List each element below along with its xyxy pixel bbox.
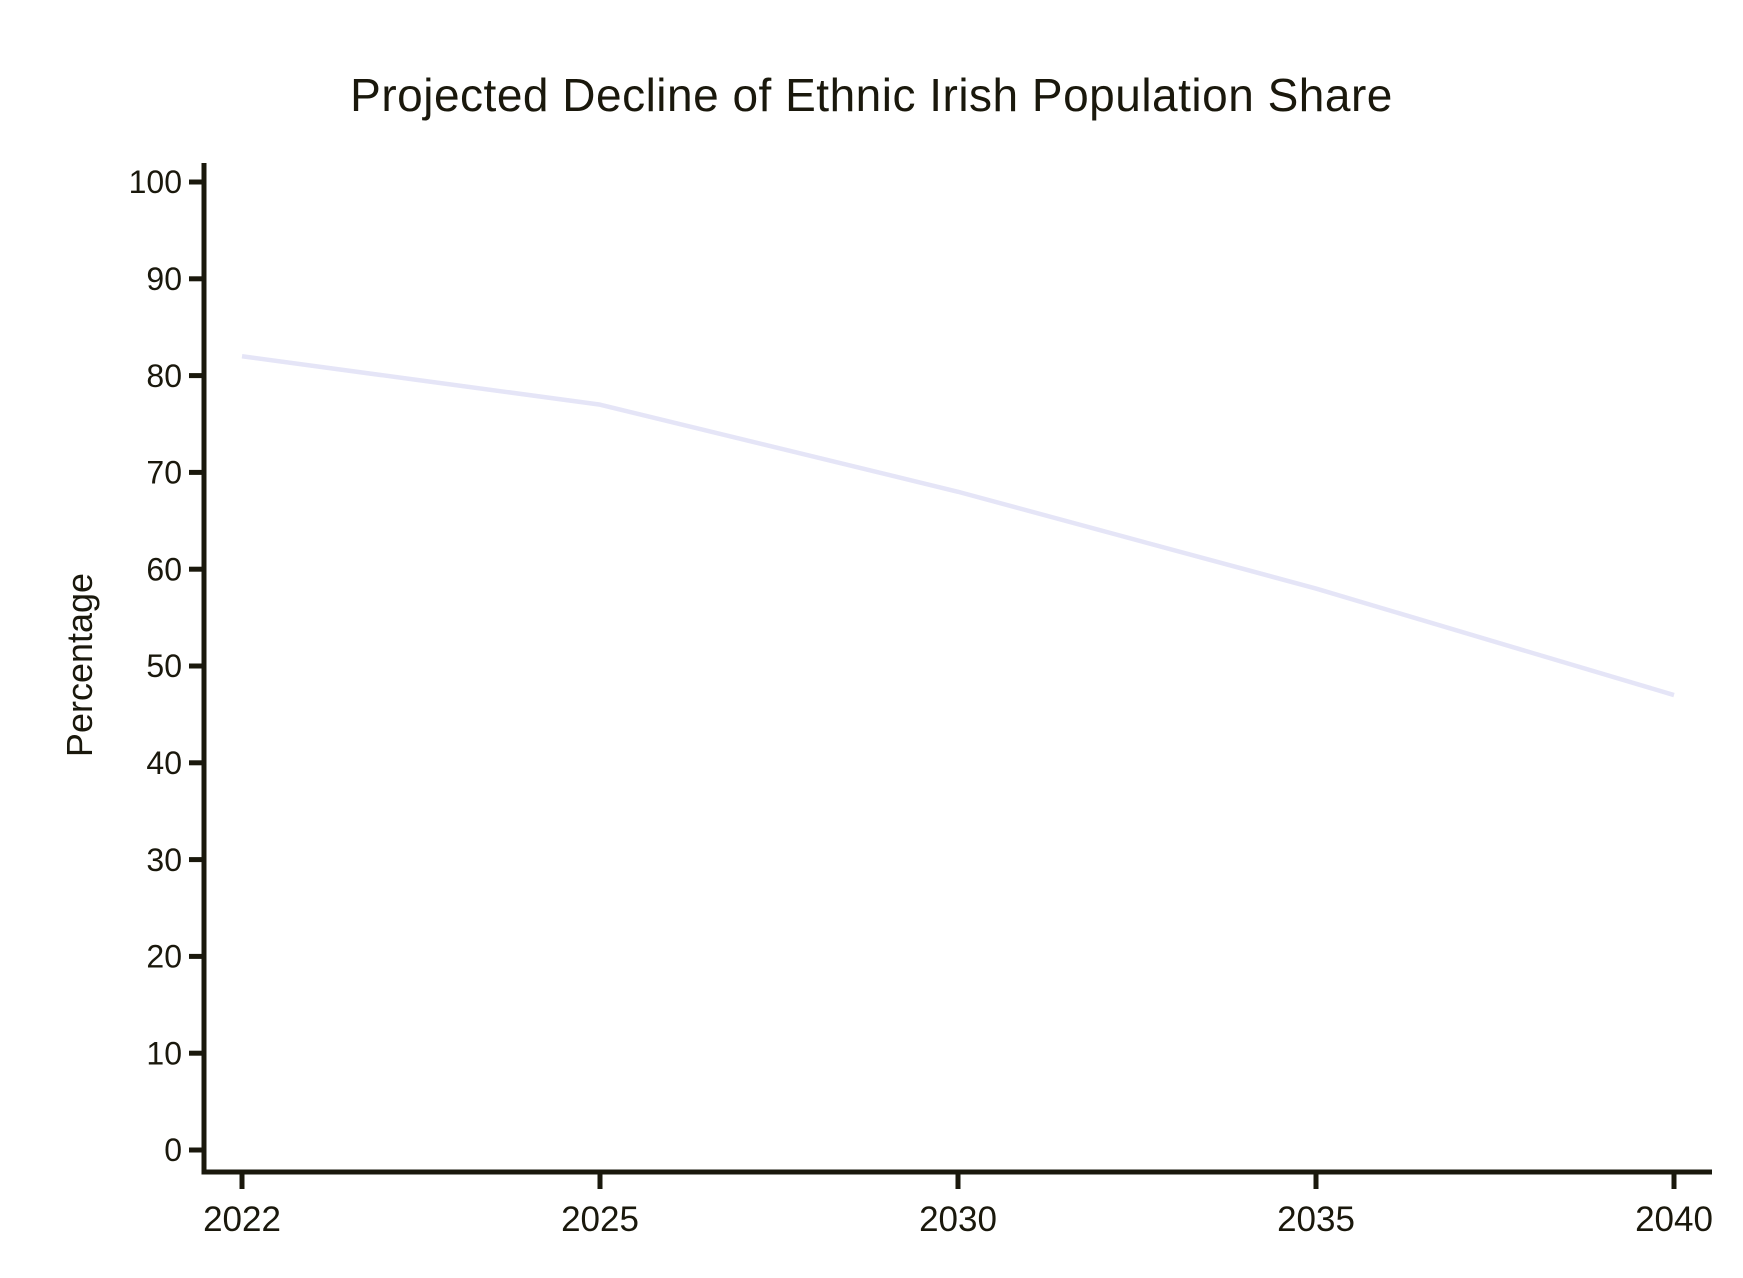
y-tick-label: 10 [146,1035,182,1071]
y-tick-label: 50 [146,648,182,684]
y-tick-label: 20 [146,939,182,975]
y-tick-label: 70 [146,455,182,491]
x-tick-label: 2025 [561,1200,639,1239]
y-tick-label: 100 [129,164,182,200]
y-tick-label: 90 [146,261,182,297]
y-tick-label: 30 [146,842,182,878]
x-tick-label: 2030 [919,1200,997,1239]
y-tick-label: 40 [146,745,182,781]
x-tick-label: 2035 [1277,1200,1355,1239]
x-tick-label: 2022 [203,1200,281,1239]
y-tick-label: 0 [164,1132,182,1168]
x-tick-label: 2040 [1635,1200,1713,1239]
data-line [241,354,1675,698]
chart-title: Projected Decline of Ethnic Irish Popula… [350,69,1393,121]
y-tick-label: 60 [146,551,182,587]
y-tick-label: 80 [146,358,182,394]
